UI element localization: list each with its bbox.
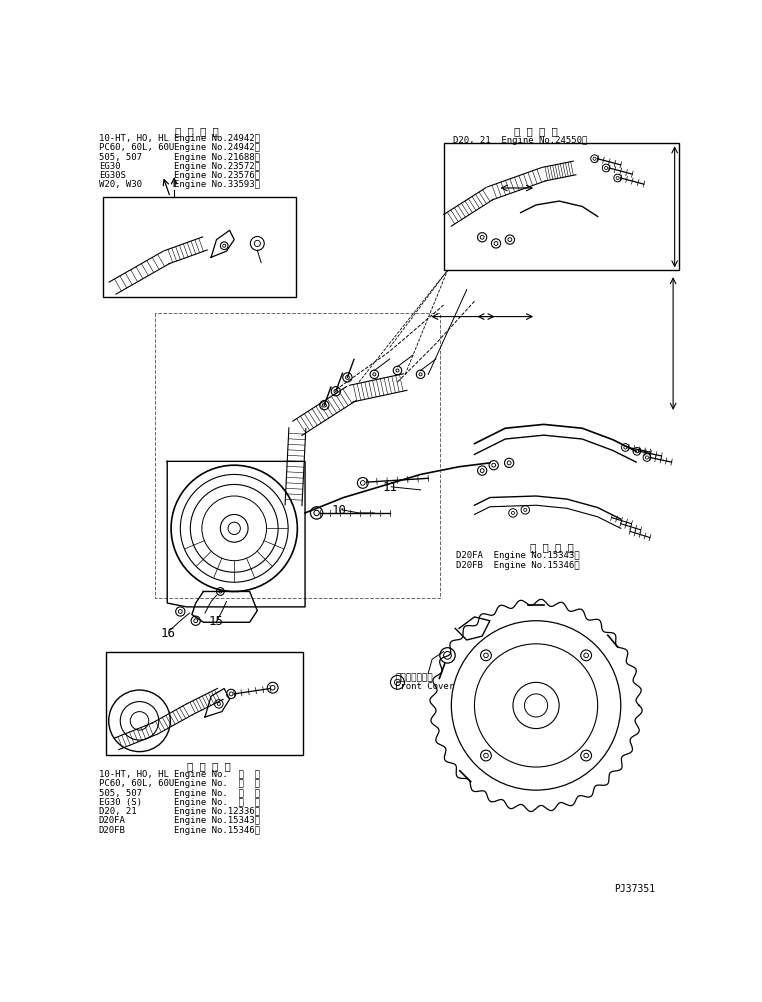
Text: Engine No.  ・  ～: Engine No. ・ ～	[174, 780, 260, 789]
Text: PC60, 60L, 60U: PC60, 60L, 60U	[99, 780, 174, 789]
Text: W20, W30: W20, W30	[99, 180, 142, 189]
Text: Front Cover: Front Cover	[395, 682, 454, 691]
Text: 適 用 号 機: 適 用 号 機	[175, 126, 219, 136]
Text: フロントカバー: フロントカバー	[395, 673, 433, 682]
Text: Engine No.23576～: Engine No.23576～	[174, 171, 260, 180]
Text: D20FA: D20FA	[99, 817, 126, 826]
Text: 適 用 号 機: 適 用 号 機	[530, 542, 573, 552]
Text: D20, 21: D20, 21	[99, 807, 136, 816]
Bar	[443, 143, 678, 271]
Text: 10-HT, HO, HL: 10-HT, HO, HL	[99, 134, 168, 143]
Text: 適 用 号 機: 適 用 号 機	[187, 761, 231, 771]
Text: PJ37351: PJ37351	[615, 884, 656, 894]
Bar	[107, 651, 303, 756]
Text: Engine No.  ・  ～: Engine No. ・ ～	[174, 798, 260, 807]
Text: EG30: EG30	[99, 161, 120, 170]
Text: Engine No.12336～: Engine No.12336～	[174, 807, 260, 816]
Text: D20, 21  Engine No.24550～: D20, 21 Engine No.24550～	[453, 135, 588, 144]
Text: Engine No.33593～: Engine No.33593～	[174, 180, 260, 189]
Text: Engine No.15346～: Engine No.15346～	[174, 826, 260, 835]
Text: Engine No.  ・  ～: Engine No. ・ ～	[174, 789, 260, 798]
Text: D20FB: D20FB	[99, 826, 126, 835]
Text: PC60, 60L, 60U: PC60, 60L, 60U	[99, 143, 174, 152]
Text: 505, 507: 505, 507	[99, 789, 142, 798]
Text: EG30S: EG30S	[99, 171, 126, 180]
Text: Engine No.21688～: Engine No.21688～	[174, 152, 260, 161]
Text: Engine No.24942～: Engine No.24942～	[174, 143, 260, 152]
Text: 505, 507: 505, 507	[99, 152, 142, 161]
Text: D20FB  Engine No.15346～: D20FB Engine No.15346～	[456, 561, 580, 570]
Bar	[104, 197, 296, 298]
Text: 10: 10	[332, 504, 347, 517]
Text: 15: 15	[209, 615, 224, 628]
Text: 適 用 号 機: 適 用 号 機	[514, 126, 558, 136]
Text: 11: 11	[382, 481, 397, 494]
Text: 16: 16	[160, 627, 175, 640]
Text: 10-HT, HO, HL: 10-HT, HO, HL	[99, 771, 168, 780]
Text: Engine No.24942～: Engine No.24942～	[174, 134, 260, 143]
Text: EG30 (S): EG30 (S)	[99, 798, 142, 807]
Text: Engine No.23572～: Engine No.23572～	[174, 161, 260, 170]
Text: D20FA  Engine No.15343～: D20FA Engine No.15343～	[456, 551, 580, 560]
Text: Engine No.15343～: Engine No.15343～	[174, 817, 260, 826]
Text: Engine No.  ・  ～: Engine No. ・ ～	[174, 771, 260, 780]
